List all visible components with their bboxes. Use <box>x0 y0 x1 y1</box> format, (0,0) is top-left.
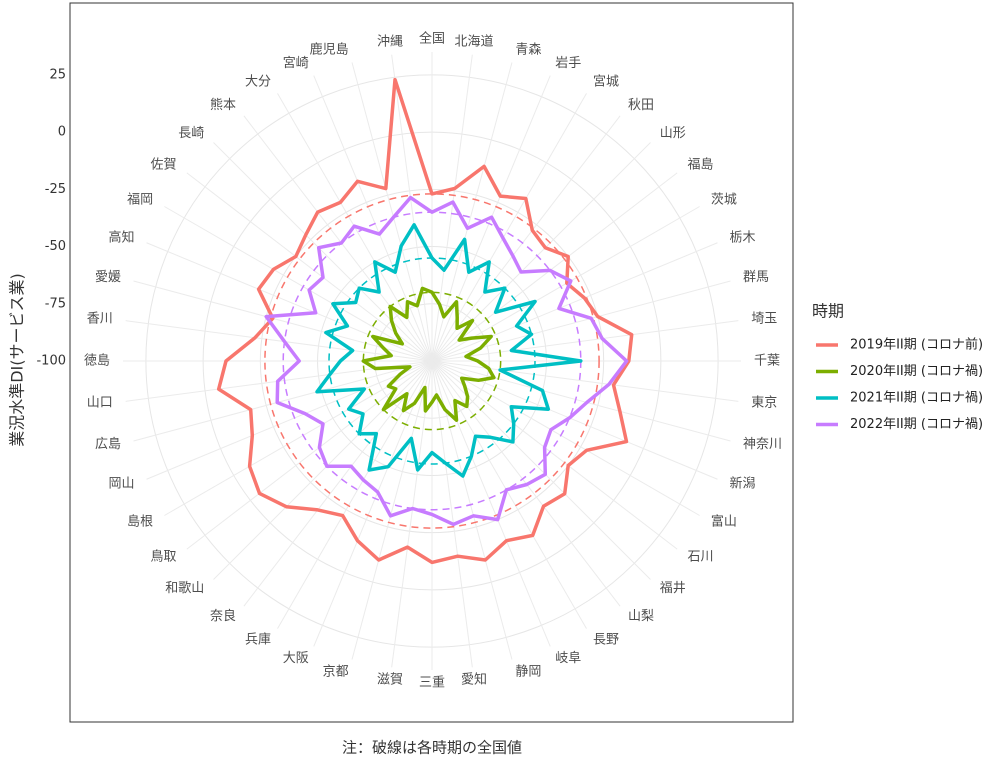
category-label: 兵庫 <box>245 632 271 647</box>
spoke <box>431 242 718 362</box>
legend-label: 2022年II期 (コロナ禍) <box>850 416 983 432</box>
category-label: 和歌山 <box>165 581 204 596</box>
spoke <box>431 360 551 647</box>
category-label: 大阪 <box>283 651 309 666</box>
category-label: 静岡 <box>515 665 541 680</box>
spoke <box>313 360 433 647</box>
spoke <box>391 54 433 362</box>
spoke <box>351 62 433 362</box>
series-line <box>264 195 629 527</box>
spoke <box>313 75 433 362</box>
spoke <box>213 142 433 362</box>
spoke <box>431 115 621 362</box>
category-label: 三重 <box>419 675 445 691</box>
category-label: 全国 <box>419 31 445 47</box>
category-label: 高知 <box>108 229 134 245</box>
spoke <box>164 206 433 362</box>
spoke <box>431 320 739 362</box>
category-label: 新潟 <box>729 476 755 492</box>
category-label: 富山 <box>711 514 737 530</box>
category-label: 栃木 <box>729 230 755 245</box>
spoke <box>431 62 513 362</box>
legend-label: 2021年II期 (コロナ禍) <box>850 390 983 406</box>
spoke <box>431 172 678 362</box>
spoke <box>431 360 700 516</box>
national-circle <box>264 193 600 529</box>
category-label: 埼玉 <box>751 311 777 326</box>
category-label: 神奈川 <box>743 437 782 452</box>
spoke <box>125 320 433 362</box>
category-label: 熊本 <box>210 97 236 113</box>
spoke <box>213 360 433 580</box>
legend-label: 2020年II期 (コロナ禍) <box>850 363 983 379</box>
category-label: 宮城 <box>593 74 619 90</box>
category-label: 岡山 <box>108 477 134 492</box>
category-label: 長野 <box>593 632 619 647</box>
spoke <box>351 360 433 660</box>
category-label: 千葉 <box>754 354 780 369</box>
spoke <box>243 360 433 607</box>
national-circle <box>362 291 502 431</box>
category-label: 山形 <box>660 126 686 141</box>
y-tick-label: 25 <box>49 67 66 82</box>
category-label: 佐賀 <box>151 157 177 172</box>
spoke <box>431 360 473 668</box>
series-line <box>315 223 583 478</box>
spoke <box>186 360 433 550</box>
category-label: 山口 <box>87 396 113 411</box>
category-label: 奈良 <box>210 608 236 624</box>
category-label: 福岡 <box>127 193 153 208</box>
series-line <box>216 77 634 565</box>
y-tick-label: -75 <box>45 296 66 311</box>
legend-label: 2019年II期 (コロナ前) <box>850 337 983 353</box>
category-label: 宮崎 <box>283 55 309 71</box>
category-label: 東京 <box>751 395 777 411</box>
category-label: 秋田 <box>628 98 654 113</box>
spoke <box>277 360 433 629</box>
category-label: 愛知 <box>461 672 487 688</box>
category-label: 岩手 <box>555 56 581 71</box>
category-label: 島根 <box>127 515 153 530</box>
y-axis-title: 業況水準DI(サービス業) <box>8 273 27 447</box>
category-label: 群馬 <box>743 270 769 285</box>
spoke <box>431 360 587 629</box>
category-label: 岐阜 <box>555 650 581 666</box>
note: 注：破線は各時期の全国値 <box>342 739 522 757</box>
y-tick-label: -100 <box>36 354 66 369</box>
category-label: 山梨 <box>628 609 654 624</box>
category-label: 滋賀 <box>377 673 403 688</box>
category-label: 鹿児島 <box>310 41 349 57</box>
y-tick-label: 0 <box>58 125 66 140</box>
y-tick-label: -50 <box>45 239 66 254</box>
category-label: 沖縄 <box>377 34 403 49</box>
spoke <box>146 360 433 480</box>
spoke <box>133 360 433 442</box>
spoke <box>431 360 731 442</box>
category-label: 香川 <box>87 311 113 326</box>
category-label: 福島 <box>687 157 713 172</box>
spoke <box>186 172 433 362</box>
spoke <box>243 115 433 362</box>
category-label: 徳島 <box>84 354 110 369</box>
y-tick-label: -25 <box>45 182 66 197</box>
category-label: 鳥取 <box>151 550 177 565</box>
category-label: 北海道 <box>455 34 494 49</box>
spoke <box>431 360 678 550</box>
category-label: 京都 <box>323 665 349 680</box>
spoke <box>146 242 433 362</box>
legend-title: 時期 <box>812 302 844 321</box>
spoke <box>431 360 739 402</box>
category-label: 広島 <box>95 437 121 452</box>
category-label: 石川 <box>687 550 713 565</box>
category-label: 福井 <box>660 581 686 596</box>
series-line <box>361 286 496 422</box>
category-label: 大分 <box>245 75 271 90</box>
spoke <box>431 54 473 362</box>
category-label: 茨城 <box>711 193 737 208</box>
category-label: 愛媛 <box>95 270 121 285</box>
category-label: 青森 <box>515 42 541 57</box>
category-label: 長崎 <box>178 126 204 141</box>
